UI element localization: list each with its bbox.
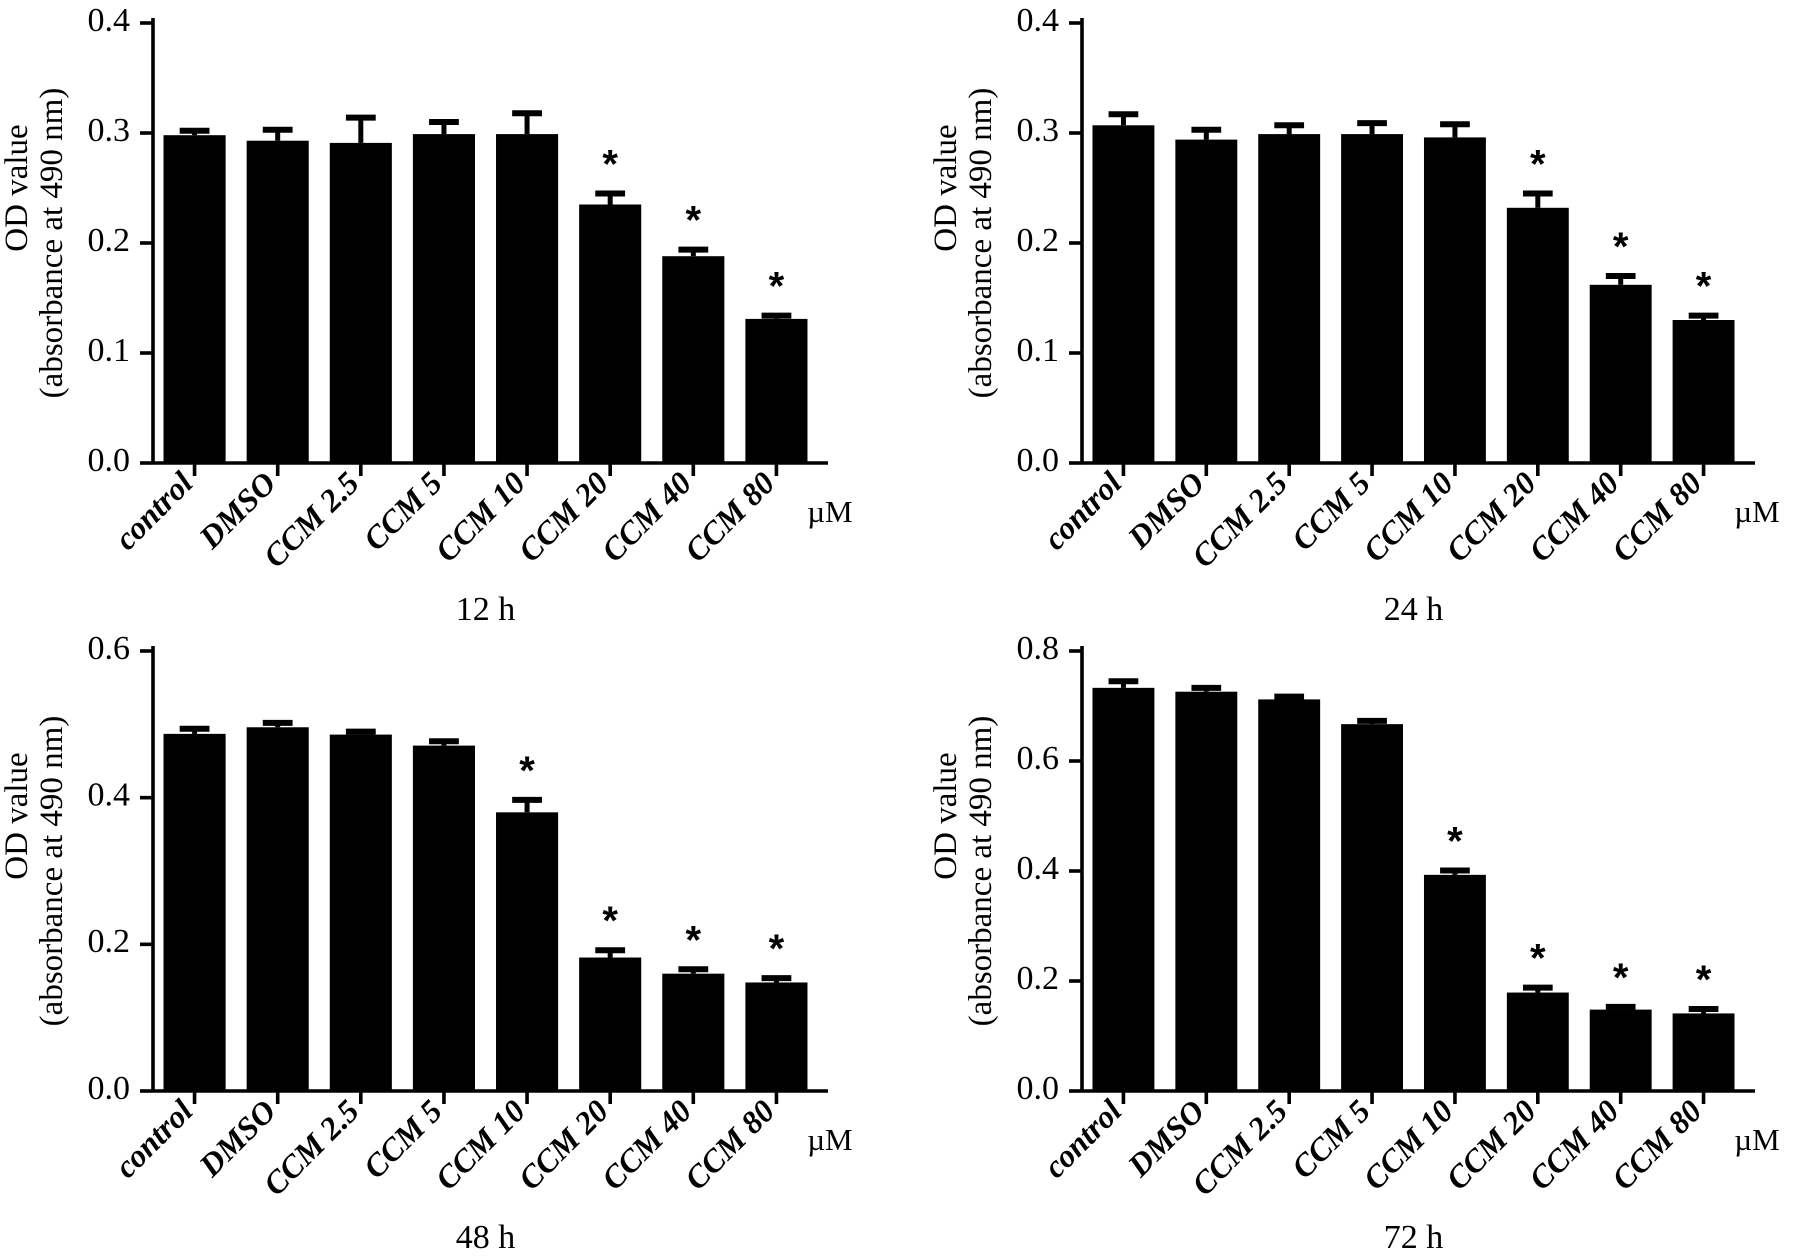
svg-text:*: * bbox=[1530, 143, 1546, 187]
svg-text:(absorbance at 490 nm): (absorbance at 490 nm) bbox=[963, 88, 999, 399]
svg-text:0.2: 0.2 bbox=[88, 923, 131, 960]
svg-text:*: * bbox=[602, 143, 618, 187]
svg-text:0.6: 0.6 bbox=[88, 630, 131, 667]
svg-text:µM: µM bbox=[1734, 1122, 1779, 1157]
svg-text:µM: µM bbox=[1734, 494, 1779, 529]
svg-text:0.1: 0.1 bbox=[88, 332, 131, 369]
svg-text:*: * bbox=[686, 918, 702, 962]
svg-text:0.2: 0.2 bbox=[88, 222, 131, 259]
svg-text:0.0: 0.0 bbox=[1017, 1070, 1060, 1107]
svg-text:(absorbance at 490 nm): (absorbance at 490 nm) bbox=[963, 716, 999, 1027]
svg-text:(absorbance at 490 nm): (absorbance at 490 nm) bbox=[34, 88, 70, 399]
svg-text:µM: µM bbox=[807, 494, 852, 529]
svg-text:0.1: 0.1 bbox=[1017, 332, 1060, 369]
svg-text:48 h: 48 h bbox=[456, 1219, 516, 1256]
svg-text:*: * bbox=[1613, 225, 1629, 269]
svg-text:*: * bbox=[1696, 958, 1712, 1002]
svg-text:*: * bbox=[1613, 956, 1629, 1000]
svg-text:0.4: 0.4 bbox=[88, 776, 131, 813]
svg-text:*: * bbox=[1696, 265, 1712, 309]
svg-text:0.4: 0.4 bbox=[88, 2, 131, 39]
svg-text:0.8: 0.8 bbox=[1017, 630, 1060, 667]
svg-text:24 h: 24 h bbox=[1384, 591, 1444, 628]
svg-text:OD value: OD value bbox=[0, 124, 35, 251]
svg-text:*: * bbox=[1447, 819, 1463, 863]
svg-text:0.2: 0.2 bbox=[1017, 222, 1060, 259]
svg-text:(absorbance at 490 nm): (absorbance at 490 nm) bbox=[34, 716, 70, 1027]
svg-text:0.4: 0.4 bbox=[1017, 850, 1060, 887]
svg-text:72 h: 72 h bbox=[1384, 1219, 1444, 1256]
svg-text:0.3: 0.3 bbox=[1017, 112, 1060, 149]
svg-text:*: * bbox=[769, 265, 785, 309]
svg-text:*: * bbox=[519, 749, 535, 793]
svg-text:0.2: 0.2 bbox=[1017, 960, 1060, 997]
svg-text:OD value: OD value bbox=[928, 752, 964, 879]
svg-text:12 h: 12 h bbox=[456, 591, 516, 628]
svg-text:*: * bbox=[769, 927, 785, 971]
svg-text:*: * bbox=[1530, 937, 1546, 981]
svg-text:µM: µM bbox=[807, 1122, 852, 1157]
svg-text:OD value: OD value bbox=[0, 752, 35, 879]
svg-text:0.6: 0.6 bbox=[1017, 740, 1060, 777]
svg-text:0.0: 0.0 bbox=[88, 1070, 131, 1107]
svg-text:0.3: 0.3 bbox=[88, 112, 131, 149]
svg-text:0.4: 0.4 bbox=[1017, 2, 1060, 39]
svg-text:OD value: OD value bbox=[928, 124, 964, 251]
svg-text:*: * bbox=[602, 899, 618, 943]
svg-text:*: * bbox=[686, 199, 702, 243]
svg-text:0.0: 0.0 bbox=[88, 442, 131, 479]
svg-text:0.0: 0.0 bbox=[1017, 442, 1060, 479]
